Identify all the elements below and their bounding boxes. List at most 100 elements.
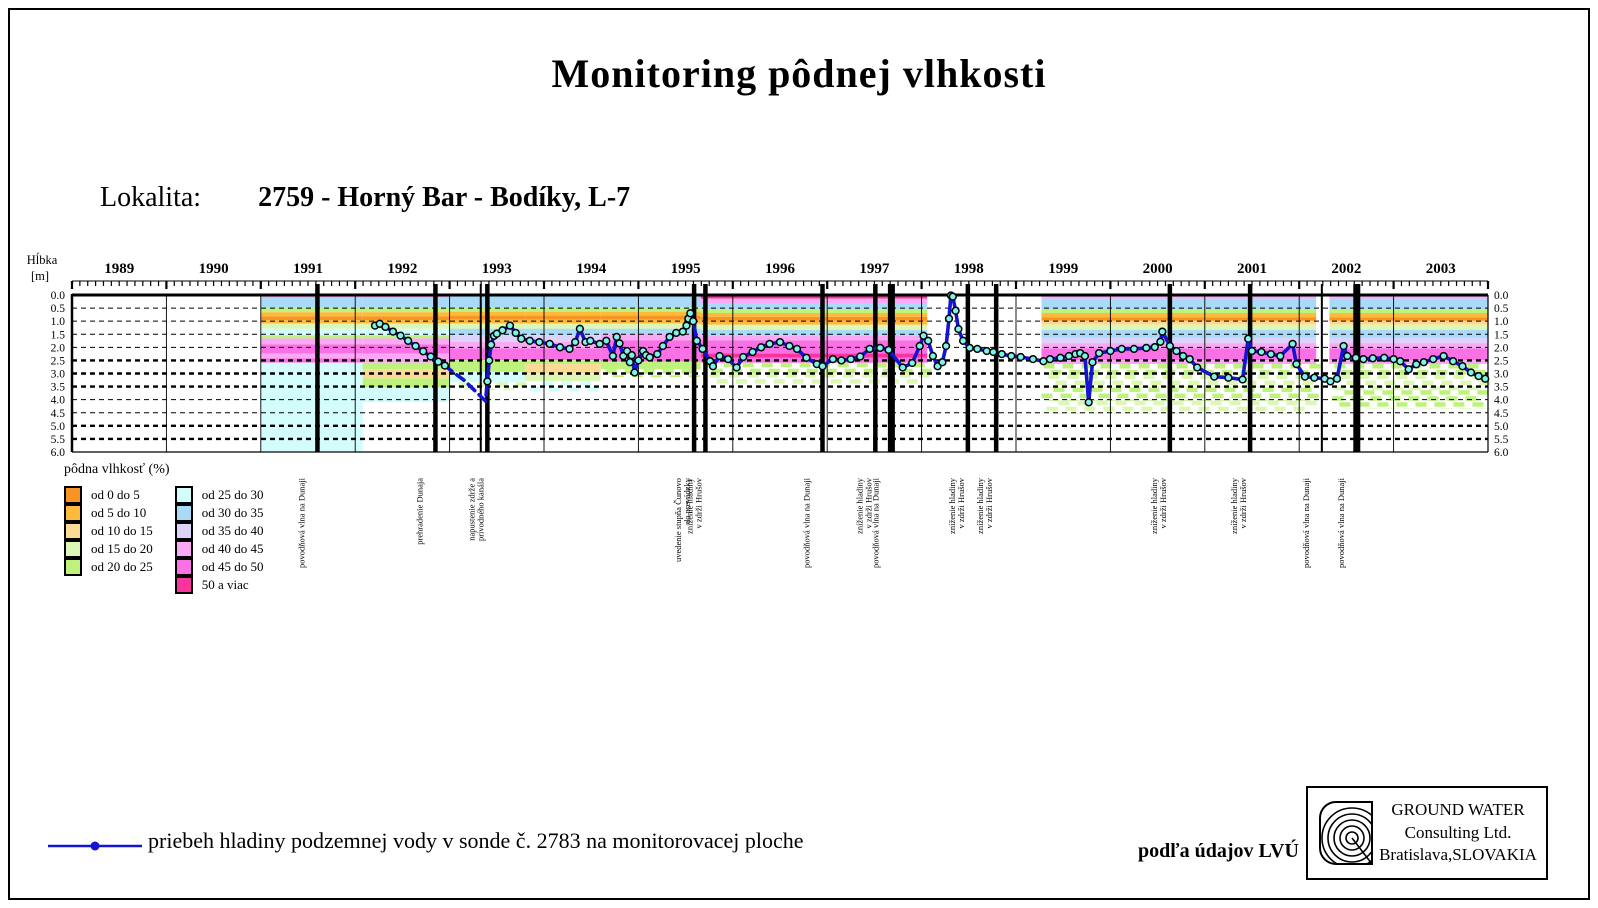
- svg-text:2003: 2003: [1426, 261, 1456, 277]
- svg-text:zníženie hladiny: zníženie hladiny: [1149, 477, 1159, 534]
- logo-line-2: Consulting Ltd.: [1404, 822, 1512, 842]
- legend-color-swatch: [64, 486, 82, 504]
- svg-text:napustenie zdrže a: napustenie zdrže a: [466, 478, 476, 541]
- legend-color-swatch: [64, 540, 82, 558]
- svg-text:1989: 1989: [104, 261, 134, 277]
- groundwater-logo-icon: [1319, 801, 1373, 865]
- legend-item-label: od 40 do 45: [201, 541, 264, 556]
- page-border: [8, 8, 1590, 900]
- company-logo-box: GROUND WATER Consulting Ltd. Bratislava,…: [1306, 786, 1548, 880]
- svg-text:v zdrži Hrušov: v zdrži Hrušov: [1158, 477, 1168, 528]
- svg-text:4.5: 4.5: [51, 408, 66, 420]
- svg-text:1996: 1996: [765, 261, 796, 277]
- legend-color-swatch: [64, 558, 82, 576]
- legend-item-label: od 20 do 25: [91, 559, 153, 574]
- locality-value: 2759 - Horný Bar - Bodíky, L-7: [258, 182, 631, 213]
- svg-text:1.0: 1.0: [51, 316, 66, 328]
- svg-text:uvedenie stupňa Čunovo: uvedenie stupňa Čunovo: [673, 478, 683, 562]
- legend-item: od 30 do 35: [174, 504, 264, 522]
- legend-item-label: od 25 do 30: [201, 487, 264, 502]
- svg-text:3.5: 3.5: [1494, 382, 1509, 394]
- svg-text:3.5: 3.5: [51, 382, 66, 394]
- legend-item: od 0 do 5: [64, 486, 153, 504]
- logo-line-3: Bratislava,SLOVAKIA: [1379, 845, 1537, 865]
- svg-text:zníženie hladiny: zníženie hladiny: [947, 477, 957, 534]
- legend-item-label: od 10 do 15: [91, 523, 153, 538]
- svg-text:povodňová vlna na Dunaji: povodňová vlna na Dunaji: [870, 477, 880, 568]
- svg-text:0.0: 0.0: [1494, 290, 1509, 302]
- legend-color-swatch: [174, 558, 193, 576]
- svg-text:2.0: 2.0: [51, 342, 66, 354]
- logo-line-1: GROUND WATER: [1391, 799, 1525, 819]
- groundwater-line-sample: [48, 841, 142, 851]
- svg-text:0.5: 0.5: [1494, 303, 1509, 315]
- svg-text:2.5: 2.5: [1494, 355, 1509, 367]
- legend-color-swatch: [174, 540, 193, 558]
- legend-column-2: od 25 do 30 od 30 do 35 od 35 do 40 od 40 d…: [174, 486, 264, 594]
- legend-item-label: od 5 do 10: [91, 505, 147, 520]
- svg-text:v zdrži Hrušov: v zdrži Hrušov: [863, 477, 873, 528]
- svg-text:4.5: 4.5: [1494, 408, 1509, 420]
- svg-text:prehradenie Dunaja: prehradenie Dunaja: [414, 478, 424, 545]
- legend-color-swatch: [174, 522, 193, 540]
- data-source-note: podľa údajov LVÚ: [1138, 840, 1299, 862]
- legend-item-label: od 45 do 50: [201, 559, 264, 574]
- svg-text:povodňová vlna na Dunaji: povodňová vlna na Dunaji: [1301, 477, 1311, 568]
- svg-text:0.5: 0.5: [51, 303, 66, 315]
- svg-text:1995: 1995: [671, 261, 701, 277]
- sample-marker-dot: [90, 841, 100, 851]
- legend-item: od 20 do 25: [64, 558, 153, 576]
- svg-text:2001: 2001: [1237, 261, 1267, 277]
- legend-color-swatch: [64, 504, 82, 522]
- legend-item: od 35 do 40: [174, 522, 264, 540]
- legend-item-label: od 0 do 5: [91, 487, 140, 502]
- legend-title: pôdna vlhkosť (%): [64, 462, 170, 477]
- svg-text:v zdrži Hrušov: v zdrži Hrušov: [1238, 477, 1248, 528]
- legend-color-swatch: [174, 576, 193, 594]
- svg-text:6.0: 6.0: [1494, 447, 1509, 459]
- legend-color-swatch: [174, 486, 193, 504]
- svg-text:5.0: 5.0: [51, 421, 66, 433]
- moisture-legend: pôdna vlhkosť (%) od 0 do 5 od 5 do 10 od …: [64, 462, 264, 594]
- svg-text:1994: 1994: [576, 261, 607, 277]
- locality-row: Lokalita: 2759 - Horný Bar - Bodíky, L-7: [100, 182, 630, 214]
- svg-text:0.0: 0.0: [51, 290, 66, 302]
- groundwater-line-caption: priebeh hladiny podzemnej vody v sonde č…: [148, 828, 804, 853]
- legend-item: od 15 do 20: [64, 540, 153, 558]
- svg-text:v zdrži Hrušov: v zdrži Hrušov: [693, 477, 703, 528]
- svg-text:2.5: 2.5: [51, 355, 66, 367]
- svg-text:povodňová vlna na Dunaji: povodňová vlna na Dunaji: [801, 477, 811, 568]
- svg-text:1991: 1991: [293, 261, 323, 277]
- legend-item: od 25 do 30: [174, 486, 264, 504]
- svg-text:[m]: [m]: [31, 269, 49, 283]
- svg-text:2.0: 2.0: [1494, 342, 1509, 354]
- svg-text:2000: 2000: [1143, 261, 1173, 277]
- svg-text:5.5: 5.5: [1494, 434, 1509, 446]
- svg-text:1990: 1990: [199, 261, 229, 277]
- svg-text:povodňová vlna na Dunaji: povodňová vlna na Dunaji: [296, 477, 306, 568]
- legend-item: od 40 do 45: [174, 540, 264, 558]
- legend-item-label: od 30 do 35: [201, 505, 264, 520]
- svg-text:1.5: 1.5: [1494, 329, 1509, 341]
- svg-text:zníženie hladiny: zníženie hladiny: [975, 477, 985, 534]
- svg-text:1999: 1999: [1048, 261, 1078, 277]
- svg-text:prívodného kanála: prívodného kanála: [475, 478, 485, 541]
- locality-label: Lokalita:: [100, 182, 202, 213]
- page-title: Monitoring pôdnej vlhkosti: [551, 51, 1047, 96]
- svg-text:5.0: 5.0: [1494, 421, 1509, 433]
- svg-text:povodňová vlna na Dunaji: povodňová vlna na Dunaji: [1336, 477, 1346, 568]
- legend-item-label: od 35 do 40: [201, 523, 264, 538]
- svg-text:3.0: 3.0: [1494, 369, 1509, 381]
- svg-text:v zdrži Hrušov: v zdrži Hrušov: [956, 477, 966, 528]
- svg-text:1998: 1998: [954, 261, 984, 277]
- svg-text:4.0: 4.0: [1494, 395, 1509, 407]
- svg-text:Hĺbka: Hĺbka: [27, 253, 58, 267]
- svg-text:6.0: 6.0: [51, 447, 66, 459]
- svg-text:1.0: 1.0: [1494, 316, 1509, 328]
- svg-text:zníženie hladiny: zníženie hladiny: [1229, 477, 1239, 534]
- svg-text:do prevádzky: do prevádzky: [682, 477, 692, 524]
- svg-text:4.0: 4.0: [51, 395, 66, 407]
- svg-text:v zdrži Hrušov: v zdrži Hrušov: [984, 477, 994, 528]
